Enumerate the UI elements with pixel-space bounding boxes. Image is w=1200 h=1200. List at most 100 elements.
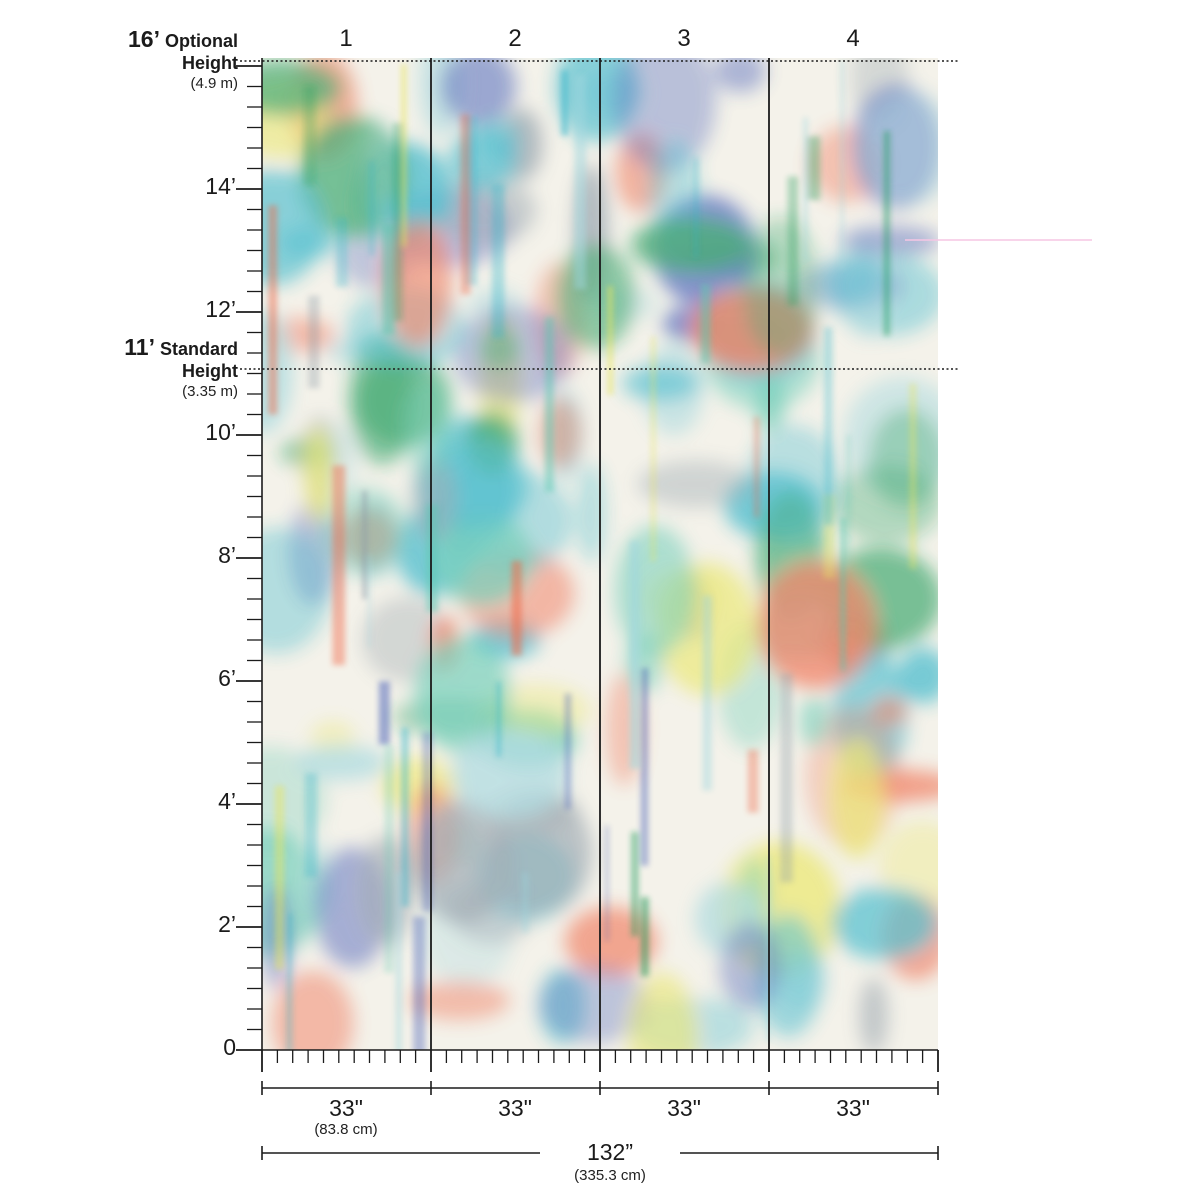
- horizontal-ruler: [261, 1049, 939, 1072]
- watercolor-blob: [262, 527, 331, 654]
- optional-height-marker: 16’ Optional Height (4.9 m): [128, 28, 238, 94]
- watercolor-drip: [544, 317, 554, 492]
- watercolor-drip: [274, 785, 285, 970]
- watercolor-drip: [631, 831, 639, 937]
- watercolor-blob: [742, 215, 820, 359]
- watercolor-blob: [450, 127, 518, 192]
- watercolor-drip: [413, 916, 426, 1050]
- total-width-label: 132”: [540, 1140, 680, 1164]
- watercolor-drip: [384, 745, 394, 973]
- panel-dividers: [430, 58, 770, 1050]
- panel-width-label-2: 33": [498, 1095, 532, 1121]
- optional-height-label-line2: Height: [182, 53, 238, 73]
- watercolor-blob: [479, 327, 520, 370]
- watercolor-drip: [693, 158, 699, 258]
- watercolor-drip: [511, 561, 522, 656]
- watercolor-drip: [308, 295, 320, 389]
- height-label-6ft: 6’: [218, 665, 236, 691]
- panel-width-label-4: 33": [836, 1095, 870, 1121]
- watercolor-blob: [490, 793, 593, 914]
- height-label-12ft: 12’: [205, 296, 236, 322]
- watercolor-drip: [753, 416, 760, 518]
- watercolor-pattern: [262, 58, 938, 1050]
- height-label-2ft: 2’: [218, 911, 236, 937]
- watercolor-drip: [823, 327, 833, 526]
- watercolor-blob: [373, 195, 451, 225]
- watercolor-drip: [400, 64, 407, 247]
- watercolor-blob: [402, 377, 455, 477]
- panel-number-3: 3: [677, 25, 691, 52]
- watercolor-drip: [491, 184, 505, 339]
- watercolor-drip: [395, 872, 403, 1050]
- watercolor-blob: [272, 971, 354, 1050]
- standard-height-value: 11’: [124, 334, 155, 360]
- watercolor-blob: [431, 511, 533, 607]
- panel-width-label-3: 33": [667, 1095, 701, 1121]
- watercolor-blob: [414, 635, 511, 754]
- watercolor-drip: [303, 85, 316, 186]
- watercolor-drip: [605, 825, 609, 942]
- watercolor-blob: [631, 217, 752, 273]
- watercolor-drip: [561, 70, 569, 136]
- panel-width-metric-1: (83.8 cm): [314, 1121, 378, 1138]
- watercolor-blob: [799, 696, 829, 748]
- watercolor-drip: [840, 518, 846, 671]
- watercolor-drip: [650, 336, 656, 562]
- watercolor-drip: [839, 59, 845, 270]
- watercolor-drip: [700, 283, 711, 364]
- watercolor-drip: [787, 176, 799, 306]
- watercolor-drip: [823, 494, 836, 579]
- watercolor-blob: [897, 647, 938, 704]
- watercolor-blob: [821, 254, 884, 305]
- watercolor-blob: [714, 58, 766, 93]
- watercolor-drip: [367, 554, 372, 648]
- height-label-10ft: 10’: [205, 419, 236, 445]
- vertical-ruler: [236, 58, 263, 1051]
- watercolor-drip: [521, 872, 529, 933]
- watercolor-drip: [332, 465, 346, 666]
- watercolor-blob: [450, 882, 534, 945]
- height-label-4ft: 4’: [218, 788, 236, 814]
- watercolor-blob: [831, 887, 938, 960]
- watercolor-drip: [382, 224, 395, 335]
- watercolor-drip: [286, 913, 293, 1050]
- watercolor-blob: [555, 243, 636, 350]
- watercolor-drip: [496, 681, 501, 757]
- watercolor-drip: [702, 595, 712, 791]
- watercolor-drip: [362, 490, 368, 600]
- watercolor-drip: [422, 732, 433, 912]
- watercolor-drip: [426, 504, 439, 612]
- watercolor-blob: [757, 562, 876, 689]
- watercolor-blob: [859, 91, 938, 206]
- watercolor-blob: [262, 309, 293, 434]
- watercolor-blob: [409, 981, 510, 1021]
- height-label-0: 0: [223, 1034, 236, 1060]
- watercolor-blob: [538, 965, 651, 1044]
- watercolor-drip: [393, 122, 403, 322]
- height-label-14ft: 14’: [205, 173, 236, 199]
- watercolor-drip: [460, 114, 471, 295]
- panel-number-1: 1: [339, 25, 353, 52]
- watercolor-drip: [747, 749, 759, 813]
- watercolor-drip: [400, 727, 409, 907]
- watercolor-blob: [262, 169, 324, 286]
- watercolor-blob: [871, 697, 908, 726]
- watercolor-blob: [859, 977, 889, 1050]
- watercolor-drip: [640, 668, 649, 866]
- standard-height-label-line1: Standard: [159, 339, 238, 359]
- total-width-metric: (335.3 cm): [574, 1167, 646, 1184]
- watercolor-drip: [909, 383, 917, 569]
- watercolor-drip: [883, 131, 891, 336]
- standard-height-label-line2: Height: [182, 361, 238, 381]
- optional-height-metric: (4.9 m): [190, 75, 238, 92]
- watercolor-blob: [295, 745, 388, 781]
- watercolor-drip: [304, 773, 318, 877]
- panel-number-2: 2: [508, 25, 522, 52]
- watercolor-drip: [378, 681, 390, 745]
- watercolor-drip: [336, 217, 348, 287]
- panel-width-label-1: 33": [329, 1095, 363, 1121]
- watercolor-drip: [268, 205, 278, 415]
- watercolor-blob: [411, 457, 457, 542]
- watercolor-drip: [629, 540, 640, 769]
